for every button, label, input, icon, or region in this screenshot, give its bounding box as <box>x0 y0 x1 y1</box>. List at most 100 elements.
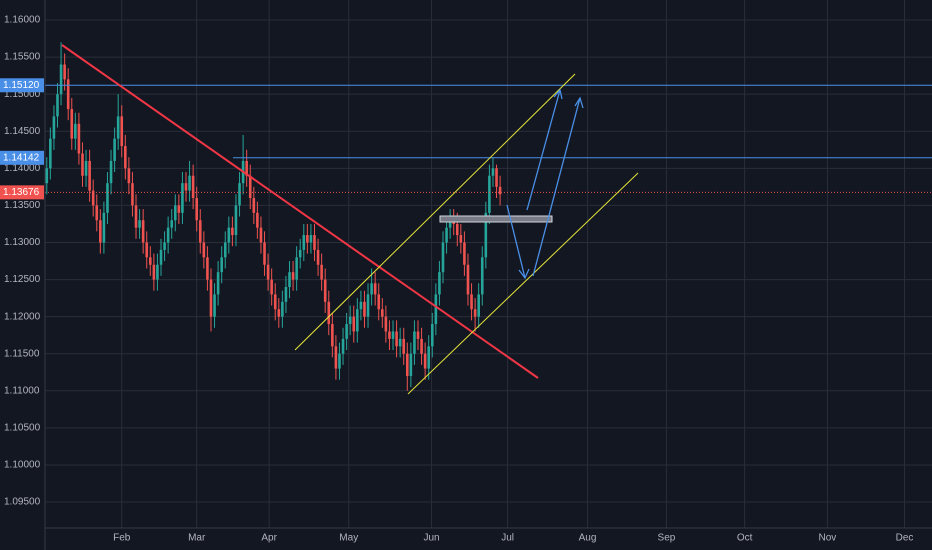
candle-body <box>120 116 124 147</box>
candle-body <box>77 123 81 154</box>
y-tick-label: 1.12500 <box>4 274 41 285</box>
candle-body <box>259 227 263 243</box>
y-tick-label: 1.11500 <box>4 348 40 359</box>
candle-body <box>441 242 445 273</box>
candle-body <box>373 283 377 295</box>
candle-body <box>234 205 238 236</box>
price-label-box <box>0 185 44 200</box>
candle-body <box>363 301 366 317</box>
candle-body <box>381 309 384 317</box>
candle-body <box>181 183 184 213</box>
candle-body <box>348 316 352 325</box>
candle-body <box>470 294 473 310</box>
candle-body <box>480 257 484 295</box>
candle-body <box>334 346 338 369</box>
candle-body <box>395 331 398 347</box>
candle-body <box>491 168 495 176</box>
candle-body <box>227 227 231 243</box>
candle-body <box>295 257 298 280</box>
y-tick-label: 1.15500 <box>4 52 41 63</box>
candle-body <box>170 220 174 228</box>
candle-body <box>84 160 88 176</box>
projection-arrows <box>506 88 584 280</box>
candle-body <box>152 264 156 280</box>
channel-bottom <box>407 172 639 395</box>
candle-body <box>277 309 281 317</box>
candle-body <box>298 249 302 258</box>
x-tick-label: Oct <box>737 533 753 544</box>
candle-body <box>377 294 381 310</box>
candle-body <box>141 220 145 243</box>
candle-body <box>416 331 420 339</box>
x-tick-label: Nov <box>819 533 837 544</box>
arrow <box>506 204 526 279</box>
x-tick-label: Jun <box>424 533 440 544</box>
candle-body <box>102 212 106 243</box>
candle-body <box>106 183 109 213</box>
x-tick-label: May <box>339 533 358 544</box>
candle-body <box>398 338 402 347</box>
candle-body <box>124 146 127 169</box>
candle-body <box>356 309 359 332</box>
arrow-head <box>518 268 530 280</box>
candle-body <box>448 220 452 228</box>
candle-body <box>148 257 152 265</box>
candle-body <box>56 94 59 117</box>
candle-body <box>331 324 334 347</box>
y-tick-label: 1.13000 <box>4 237 41 248</box>
candle-body <box>309 235 313 243</box>
candle-body <box>198 220 202 243</box>
candle-body <box>266 264 270 280</box>
x-tick-label: Aug <box>579 533 597 544</box>
y-tick-label: 1.14500 <box>4 126 41 137</box>
candle-body <box>488 175 491 213</box>
candle-body <box>427 346 431 369</box>
candle-body <box>420 338 423 354</box>
candle-body <box>434 294 438 325</box>
candle-body <box>156 264 159 280</box>
candle-body <box>263 242 266 265</box>
candle-body <box>273 294 277 310</box>
candle-body <box>291 272 295 280</box>
candle-body <box>413 331 416 354</box>
candle-body <box>173 205 177 221</box>
x-tick-label: Jul <box>501 533 514 544</box>
candle-body <box>206 257 209 280</box>
candle-body <box>63 64 66 80</box>
candle-body <box>370 283 373 295</box>
candle-body <box>473 309 477 317</box>
candle-body <box>223 242 227 258</box>
candle-body <box>484 212 488 258</box>
candle-body <box>184 183 188 191</box>
price-label: 1.14142 <box>3 152 40 163</box>
price-label-box <box>0 150 44 165</box>
y-tick-label: 1.13500 <box>4 200 41 211</box>
y-tick-label: 1.11000 <box>4 385 40 396</box>
candle-body <box>366 294 370 317</box>
candle-body <box>145 242 149 258</box>
candle-body <box>245 160 248 176</box>
candle-body <box>81 153 84 176</box>
candle-body <box>191 175 195 198</box>
x-tick-label: Sep <box>658 533 676 544</box>
candle-body <box>313 235 316 250</box>
candle-body <box>463 242 466 265</box>
y-tick-label: 1.10000 <box>4 460 41 471</box>
y-tick-label: 1.10500 <box>4 423 41 434</box>
candle-body <box>252 198 256 213</box>
candle-body <box>159 249 163 265</box>
candle-body <box>195 198 199 221</box>
candle-body <box>402 338 406 354</box>
candle-body <box>220 257 223 273</box>
candle-body <box>138 220 141 228</box>
candle-body <box>213 294 216 317</box>
zone <box>439 215 553 223</box>
candle-body <box>166 227 170 243</box>
candle-body <box>59 64 63 95</box>
candle-body <box>405 353 409 376</box>
x-tick-label: Mar <box>188 533 206 544</box>
candle-body <box>49 138 52 169</box>
